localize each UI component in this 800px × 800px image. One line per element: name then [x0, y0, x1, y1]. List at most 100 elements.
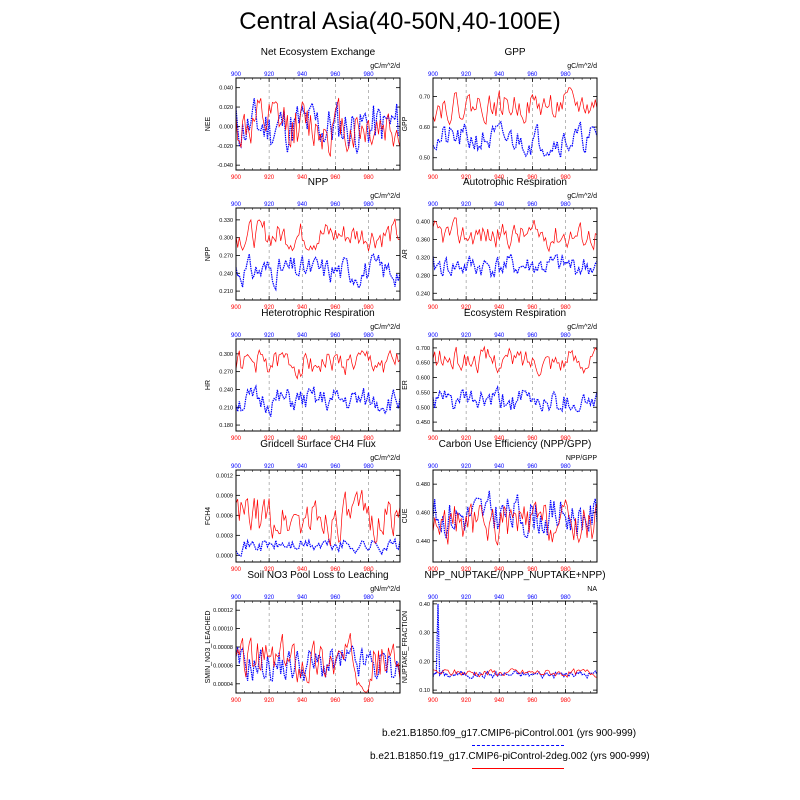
panel-3-series-run1: [235, 253, 401, 292]
panel-2-units: gC/m^2/d: [567, 63, 597, 70]
panel-6-title: Ecosystem Respiration: [464, 308, 566, 319]
panel-9-ytick-label: 0.00008: [213, 645, 233, 651]
panel-2-ytick-label: 0.50: [419, 156, 430, 162]
panel-8-xtick-label-top: 920: [461, 464, 472, 470]
panel-6-ytick-label: 0.650: [416, 361, 430, 367]
panel-4-xtick-label-bottom: 960: [527, 305, 538, 311]
panel-1-xtick-label-bottom: 900: [231, 175, 242, 181]
panel-10-units: NA: [587, 586, 597, 593]
panel-9-xtick-label-bottom: 900: [231, 698, 242, 704]
panel-6-xtick-label-top: 940: [494, 333, 505, 339]
panel-4-ytick-label: 0.320: [416, 255, 430, 261]
panel-10-xtick-label-bottom: 920: [461, 698, 472, 704]
page-title: Central Asia(40-50N,40-100E): [239, 8, 561, 35]
panel-8-xtick-label-bottom: 900: [428, 567, 439, 573]
panel-4-xtick-label-top: 920: [461, 202, 472, 208]
panel-1-series-run1: [235, 98, 401, 154]
panel-7-frame: [235, 469, 401, 563]
panel-3-xtick-label-top: 960: [330, 202, 341, 208]
panel-9-xtick-label-top: 900: [231, 595, 242, 601]
panel-7-title: Gridcell Surface CH4 Flux: [260, 439, 376, 450]
panel-5-ytick-label: 0.270: [219, 370, 233, 376]
panel-4-xtick-label-bottom: 940: [494, 305, 505, 311]
panel-8-ytick-label: 0.460: [416, 510, 430, 516]
panel-8-series-run1: [432, 490, 598, 539]
panel-9-series-run1: [235, 643, 401, 682]
panel-6-series-run1: [432, 385, 598, 414]
panel-6-xtick-label-bottom: 980: [561, 436, 572, 442]
panel-1-ylabel: NEE: [205, 116, 212, 131]
panel-7-ylabel: FCH4: [205, 507, 212, 525]
panel-8-series-run2: [432, 499, 598, 546]
panel-6-ylabel: ER: [402, 380, 409, 390]
panel-2-ytick-label: 0.70: [419, 94, 430, 100]
panel-3-series-run2: [235, 218, 401, 252]
panel-4-xtick-label-top: 960: [527, 202, 538, 208]
panel-5-ytick-label: 0.210: [219, 405, 233, 411]
panel-5-frame: [235, 338, 401, 432]
panel-9-units: gN/m^2/d: [370, 586, 400, 593]
panel-5-xtick-label-top: 920: [264, 333, 275, 339]
panel-10-title: NPP_NUPTAKE/(NPP_NUPTAKE+NPP): [424, 570, 605, 581]
panel-7-ytick-label: 0.0012: [216, 473, 233, 479]
panel-7-ytick-label: 0.0009: [216, 493, 233, 499]
panel-4-ylabel: AR: [402, 249, 409, 259]
panel-3-ytick-label: 0.300: [219, 236, 233, 242]
panel-5-xtick-label-top: 960: [330, 333, 341, 339]
panel-1-ytick-label: -0.020: [217, 144, 233, 150]
panel-5-ytick-label: 0.240: [219, 387, 233, 393]
panel-10-ytick-label: 0.10: [419, 688, 430, 694]
panel-8-xtick-label-bottom: 920: [461, 567, 472, 573]
panel-4-series-run1: [432, 252, 598, 279]
panel-7-xtick-label-top: 900: [231, 464, 242, 470]
panel-2-xtick-label-top: 960: [527, 72, 538, 78]
panel-8-ytick-label: 0.440: [416, 539, 430, 545]
panel-1-xtick-label-bottom: 960: [330, 175, 341, 181]
panel-10-xtick-label-top: 920: [461, 595, 472, 601]
panel-8-ytick-label: 0.480: [416, 482, 430, 488]
panel-8-frame: [432, 469, 598, 563]
panel-2-ylabel: GPP: [402, 116, 409, 131]
panel-10-ytick-label: 0.20: [419, 659, 430, 665]
panel-10-ytick-label: 0.30: [419, 631, 430, 637]
panel-4-xtick-label-top: 980: [561, 202, 572, 208]
panel-8-units: NPP/GPP: [566, 455, 597, 462]
panel-3-ytick-label: 0.330: [219, 218, 233, 224]
panel-6-xtick-label-top: 900: [428, 333, 439, 339]
legend-label-run2: b.e21.B1850.f19_g17.CMIP6-piControl-2deg…: [370, 751, 650, 762]
panel-1-frame: [235, 77, 401, 171]
panel-1-xtick-label-bottom: 980: [364, 175, 375, 181]
panel-9-ytick-label: 0.00004: [213, 682, 233, 688]
panel-2-frame: [432, 77, 598, 171]
panel-7-series-run1: [235, 537, 401, 557]
panel-5-ytick-label: 0.180: [219, 423, 233, 429]
panel-9-xtick-label-top: 940: [297, 595, 308, 601]
legend-label-run1: b.e21.B1850.f09_g17.CMIP6-piControl.001 …: [382, 728, 637, 739]
panel-5-xtick-label-bottom: 920: [264, 436, 275, 442]
panel-2-xtick-label-bottom: 960: [527, 175, 538, 181]
panel-9-ylabel: SMIN_NO3_LEACHED: [205, 611, 212, 684]
panel-5-series-run2: [235, 348, 401, 380]
panel-2-title: GPP: [504, 47, 525, 58]
panel-1-xtick-label-top: 960: [330, 72, 341, 78]
panel-2-xtick-label-bottom: 920: [461, 175, 472, 181]
panel-9-xtick-label-top: 920: [264, 595, 275, 601]
panel-1-ytick-label: -0.040: [217, 163, 233, 169]
panel-6-units: gC/m^2/d: [567, 324, 597, 331]
panel-7-ytick-label: 0.0006: [216, 513, 233, 519]
panel-7-xtick-label-bottom: 940: [297, 567, 308, 573]
panel-8-xtick-label-bottom: 940: [494, 567, 505, 573]
panel-6-frame: [432, 338, 598, 432]
panel-8-xtick-label-top: 900: [428, 464, 439, 470]
panel-3-frame: [235, 207, 401, 301]
panel-1-xtick-label-top: 920: [264, 72, 275, 78]
panel-9-ytick-label: 0.00012: [213, 608, 233, 614]
panel-2-xtick-label-top: 920: [461, 72, 472, 78]
panel-4-series-run2: [432, 217, 598, 253]
panel-3-xtick-label-bottom: 960: [330, 305, 341, 311]
panel-5-ylabel: HR: [205, 380, 212, 390]
panel-8-xtick-label-bottom: 980: [561, 567, 572, 573]
panel-2-series-run2: [432, 87, 598, 126]
panel-4-units: gC/m^2/d: [567, 193, 597, 200]
panel-1-series-run2: [235, 97, 401, 157]
